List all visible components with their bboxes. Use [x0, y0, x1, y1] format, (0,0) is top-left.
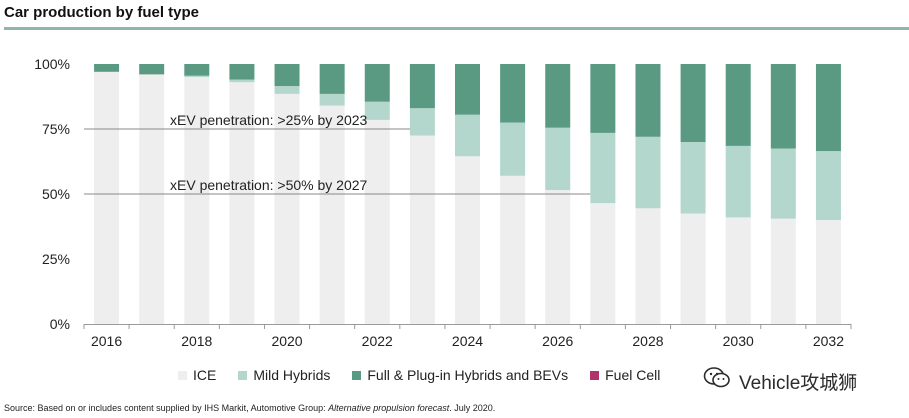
- watermark-text: Vehicle攻城狮: [739, 372, 858, 394]
- bar-ice-2029: [680, 213, 706, 324]
- x-tick-label-2016: 2016: [91, 333, 122, 349]
- stacked-bar-chart: 0% 25% 50% 75% 100% 2016 2018 2020 2022 2024 2026 2…: [34, 56, 852, 349]
- legend-swatch-full-plugin-bevs: [352, 370, 362, 380]
- bar-mild-hybrids-2029: [680, 142, 706, 214]
- watermark: Vehicle攻城狮: [703, 366, 857, 396]
- legend-swatch-fuel-cell: [590, 370, 600, 380]
- bar-mild-hybrids-2025: [500, 122, 526, 176]
- bar-full-plug-in-hybrids-and-bevs-2025: [500, 64, 526, 123]
- wechat-icon: [703, 366, 731, 396]
- bar-full-plug-in-hybrids-and-bevs-2023: [409, 64, 435, 109]
- legend-label-fuel-cell: Fuel Cell: [605, 367, 661, 383]
- x-tick-label-2020: 2020: [271, 333, 302, 349]
- x-tick-label-2022: 2022: [362, 333, 393, 349]
- bar-full-plug-in-hybrids-and-bevs-2030: [725, 64, 751, 146]
- x-tick-label-2026: 2026: [542, 333, 573, 349]
- y-tick-label: 50%: [42, 186, 70, 202]
- x-tick-label-2032: 2032: [813, 333, 844, 349]
- y-tick-label: 0%: [50, 316, 70, 332]
- chart-legend: ICE Mild Hybrids Full & Plug-in Hybrids …: [178, 367, 682, 383]
- bar-full-plug-in-hybrids-and-bevs-2020: [274, 64, 300, 87]
- bar-full-plug-in-hybrids-and-bevs-2026: [545, 64, 571, 128]
- y-tick-label: 75%: [42, 121, 70, 137]
- bar-full-plug-in-hybrids-and-bevs-2021: [319, 64, 345, 94]
- legend-swatch-ice: [178, 370, 187, 380]
- x-tick-label-2028: 2028: [632, 333, 663, 349]
- bar-full-plug-in-hybrids-and-bevs-2027: [590, 64, 616, 133]
- legend-label-full-plugin-bevs: Full & Plug-in Hybrids and BEVs: [367, 367, 569, 383]
- bar-mild-hybrids-2028: [635, 136, 661, 209]
- bar-full-plug-in-hybrids-and-bevs-2032: [815, 64, 841, 152]
- bar-ice-2030: [725, 217, 751, 324]
- source-suffix: . July 2020.: [449, 403, 496, 413]
- x-tick-label-2018: 2018: [181, 333, 212, 349]
- bar-ice-2028: [635, 208, 661, 324]
- legend-swatch-mild-hybrids: [238, 370, 248, 380]
- bar-ice-2022: [364, 119, 390, 325]
- annotation-text-2: xEV penetration: >50% by 2027: [170, 177, 368, 193]
- bar-full-plug-in-hybrids-and-bevs-2028: [635, 64, 661, 137]
- bar-ice-2017: [139, 74, 165, 325]
- title-rule: [4, 27, 909, 30]
- bar-ice-2025: [500, 175, 526, 324]
- legend-item-fuel-cell: Fuel Cell: [590, 367, 660, 383]
- bar-ice-2031: [770, 218, 796, 324]
- bar-full-plug-in-hybrids-and-bevs-2029: [680, 64, 706, 142]
- bar-mild-hybrids-2031: [770, 148, 796, 219]
- bar-full-plug-in-hybrids-and-bevs-2022: [364, 64, 390, 102]
- bar-ice-2020: [274, 93, 300, 325]
- bar-mild-hybrids-2024: [455, 114, 480, 157]
- bar-mild-hybrids-2018: [184, 75, 210, 77]
- bar-mild-hybrids-2020: [274, 86, 300, 94]
- bar-mild-hybrids-2030: [725, 145, 751, 218]
- source-prefix: Source: Based on or includes content sup…: [4, 403, 329, 413]
- x-tick-label-2024: 2024: [452, 333, 483, 349]
- bar-full-plug-in-hybrids-and-bevs-2016: [94, 64, 120, 72]
- x-tick-label-2030: 2030: [723, 333, 754, 349]
- bar-ice-2019: [229, 82, 255, 324]
- bar-mild-hybrids-2021: [319, 93, 345, 106]
- legend-item-ice: ICE: [178, 367, 216, 383]
- bar-full-plug-in-hybrids-and-bevs-2024: [455, 64, 480, 115]
- legend-item-mild-hybrids: Mild Hybrids: [238, 367, 330, 383]
- bar-full-plug-in-hybrids-and-bevs-2019: [229, 64, 255, 80]
- legend-label-ice: ICE: [193, 367, 217, 383]
- bar-mild-hybrids-2019: [229, 79, 255, 83]
- source-italic: Alternative propulsion forecast: [328, 403, 450, 413]
- bar-ice-2023: [409, 135, 435, 324]
- bar-ice-2018: [184, 77, 210, 324]
- bar-full-plug-in-hybrids-and-bevs-2031: [770, 64, 796, 149]
- bar-ice-2024: [455, 156, 480, 324]
- bar-ice-2032: [815, 220, 841, 324]
- bar-ice-2027: [590, 203, 616, 324]
- bar-ice-2016: [94, 71, 120, 324]
- y-tick-label: 25%: [42, 251, 70, 267]
- legend-label-mild-hybrids: Mild Hybrids: [253, 367, 331, 383]
- bar-full-plug-in-hybrids-and-bevs-2017: [139, 64, 165, 75]
- bar-mild-hybrids-2022: [364, 101, 390, 120]
- bar-mild-hybrids-2027: [590, 132, 616, 204]
- bar-mild-hybrids-2026: [545, 127, 571, 191]
- bar-mild-hybrids-2032: [815, 151, 841, 220]
- y-tick-label: 100%: [34, 56, 70, 72]
- bar-mild-hybrids-2023: [409, 108, 435, 136]
- bar-full-plug-in-hybrids-and-bevs-2018: [184, 64, 210, 76]
- chart-title: Car production by fuel type: [4, 4, 200, 21]
- annotation-text-1: xEV penetration: >25% by 2023: [170, 112, 368, 128]
- source-note: Source: Based on or includes content sup…: [4, 403, 495, 413]
- bar-ice-2026: [545, 190, 571, 324]
- bar-ice-2021: [319, 105, 345, 324]
- legend-item-full-plugin-bevs: Full & Plug-in Hybrids and BEVs: [352, 367, 568, 383]
